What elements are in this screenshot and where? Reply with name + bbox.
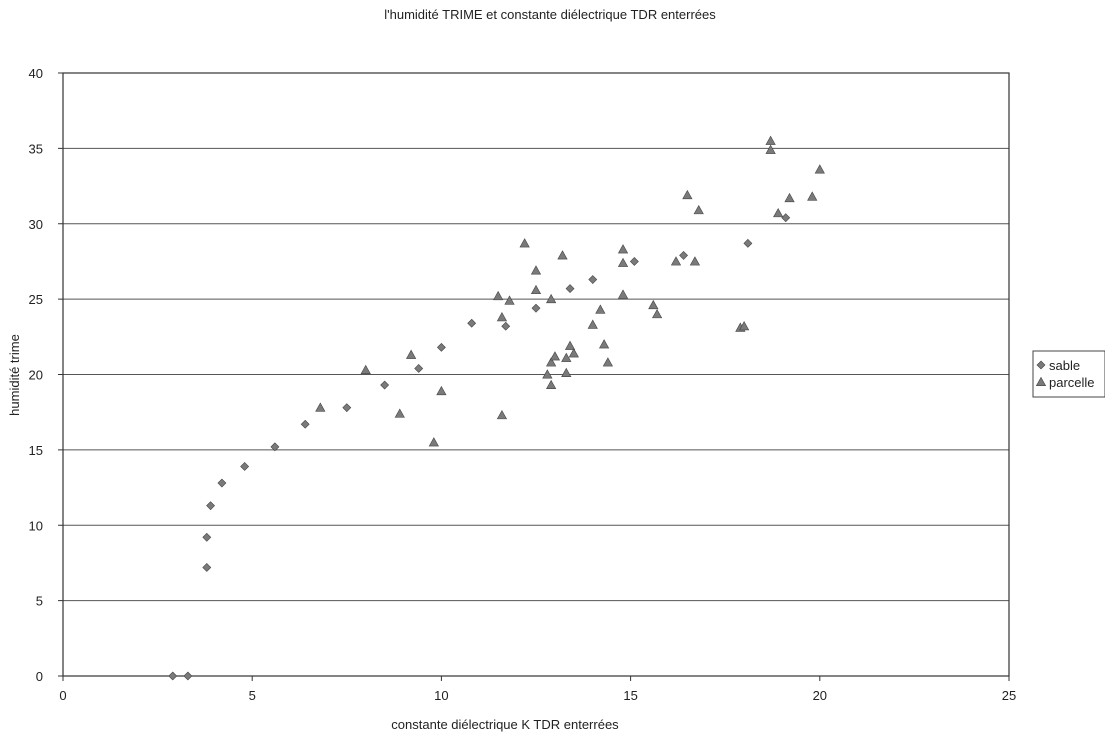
parcelle-point xyxy=(493,290,504,301)
parcelle-point xyxy=(670,256,682,266)
y-tick-label: 30 xyxy=(29,217,43,232)
parcelle-point xyxy=(693,204,704,215)
sable-point xyxy=(202,532,212,542)
parcelle-point xyxy=(807,191,818,201)
parcelle-point xyxy=(496,409,508,420)
parcelle-point xyxy=(765,144,776,154)
parcelle-point xyxy=(504,295,515,305)
parcelle-point xyxy=(689,256,701,266)
sable-point xyxy=(588,275,598,284)
parcelle-point xyxy=(557,250,568,260)
sable-point xyxy=(467,318,477,328)
parcelle-point xyxy=(599,339,610,349)
x-tick-label: 25 xyxy=(1002,688,1016,703)
y-tick-label: 0 xyxy=(36,669,43,684)
legend-parcelle-marker xyxy=(1035,376,1047,386)
parcelle-point xyxy=(546,357,557,367)
parcelle-point xyxy=(496,311,508,322)
legend: sable parcelle xyxy=(1032,350,1105,398)
parcelle-point xyxy=(394,408,405,418)
sable-point xyxy=(565,284,575,293)
sable-point xyxy=(414,364,424,373)
parcelle-point xyxy=(428,437,439,447)
sable-point xyxy=(183,671,193,681)
sable-point xyxy=(436,342,446,352)
sable-point xyxy=(501,321,511,331)
x-tick-label: 5 xyxy=(249,688,256,703)
parcelle-point xyxy=(564,340,576,350)
x-tick-label: 0 xyxy=(59,688,66,703)
legend-sable-label: sable xyxy=(1049,358,1080,373)
y-tick-label: 40 xyxy=(29,66,43,81)
sable-point xyxy=(531,303,541,313)
legend-sable-marker xyxy=(1036,360,1046,370)
data-points xyxy=(168,135,825,681)
y-axis-label: humidité trime xyxy=(7,334,22,416)
parcelle-point xyxy=(519,238,530,248)
parcelle-point xyxy=(542,369,553,379)
sable-point xyxy=(270,442,280,452)
sable-point xyxy=(342,403,352,413)
x-axis-ticks: 0 5 10 15 20 25 xyxy=(59,676,1016,703)
y-tick-label: 35 xyxy=(29,141,43,156)
sable-point xyxy=(629,257,639,266)
parcelle-point xyxy=(530,284,542,295)
parcelle-point xyxy=(602,357,614,367)
parcelle-point xyxy=(617,244,629,254)
sable-point xyxy=(380,380,390,390)
parcelle-point xyxy=(739,321,750,331)
parcelle-point xyxy=(587,319,598,329)
parcelle-point xyxy=(406,349,417,359)
y-tick-label: 20 xyxy=(29,368,43,383)
parcelle-point xyxy=(682,189,693,200)
legend-box xyxy=(1032,350,1105,398)
legend-parcelle-label: parcelle xyxy=(1049,375,1095,390)
parcelle-point xyxy=(561,352,572,362)
parcelle-point xyxy=(546,379,557,390)
parcelle-point xyxy=(765,135,776,145)
sable-point xyxy=(240,462,250,471)
sable-point xyxy=(217,478,227,488)
y-tick-label: 10 xyxy=(29,518,43,533)
sable-point xyxy=(679,250,689,260)
parcelle-point xyxy=(648,299,659,310)
parcelle-point xyxy=(436,385,447,396)
sable-point xyxy=(300,419,310,429)
y-tick-label: 5 xyxy=(36,594,43,609)
x-axis-label: constante diélectrique K TDR enterrées xyxy=(391,717,619,732)
parcelle-point xyxy=(617,289,629,299)
series-parcelle xyxy=(315,135,825,447)
x-tick-label: 15 xyxy=(623,688,637,703)
parcelle-point xyxy=(549,351,561,361)
parcelle-point xyxy=(595,304,606,314)
y-axis-ticks: 0 5 10 15 20 25 30 35 40 xyxy=(29,66,63,684)
y-tick-label: 15 xyxy=(29,443,43,458)
parcelle-point xyxy=(651,308,663,319)
parcelle-point xyxy=(814,164,825,174)
chart-title: l'humidité TRIME et constante diélectriq… xyxy=(384,7,716,22)
parcelle-point xyxy=(568,348,579,358)
sable-point xyxy=(206,501,216,511)
sable-point xyxy=(781,213,791,223)
sable-point xyxy=(743,238,753,248)
parcelle-point xyxy=(315,402,326,412)
parcelle-point xyxy=(617,257,629,267)
x-tick-label: 10 xyxy=(434,688,448,703)
x-tick-label: 20 xyxy=(813,688,827,703)
parcelle-point xyxy=(773,207,784,218)
parcelle-point xyxy=(530,265,542,275)
parcelle-point xyxy=(784,192,795,203)
parcelle-point xyxy=(360,364,371,374)
parcelle-point xyxy=(561,367,572,377)
parcelle-point xyxy=(546,293,557,304)
y-tick-label: 25 xyxy=(29,292,43,307)
gridlines xyxy=(63,147,1009,602)
sable-point xyxy=(168,671,178,681)
sable-point xyxy=(202,563,212,572)
series-sable xyxy=(168,213,791,681)
